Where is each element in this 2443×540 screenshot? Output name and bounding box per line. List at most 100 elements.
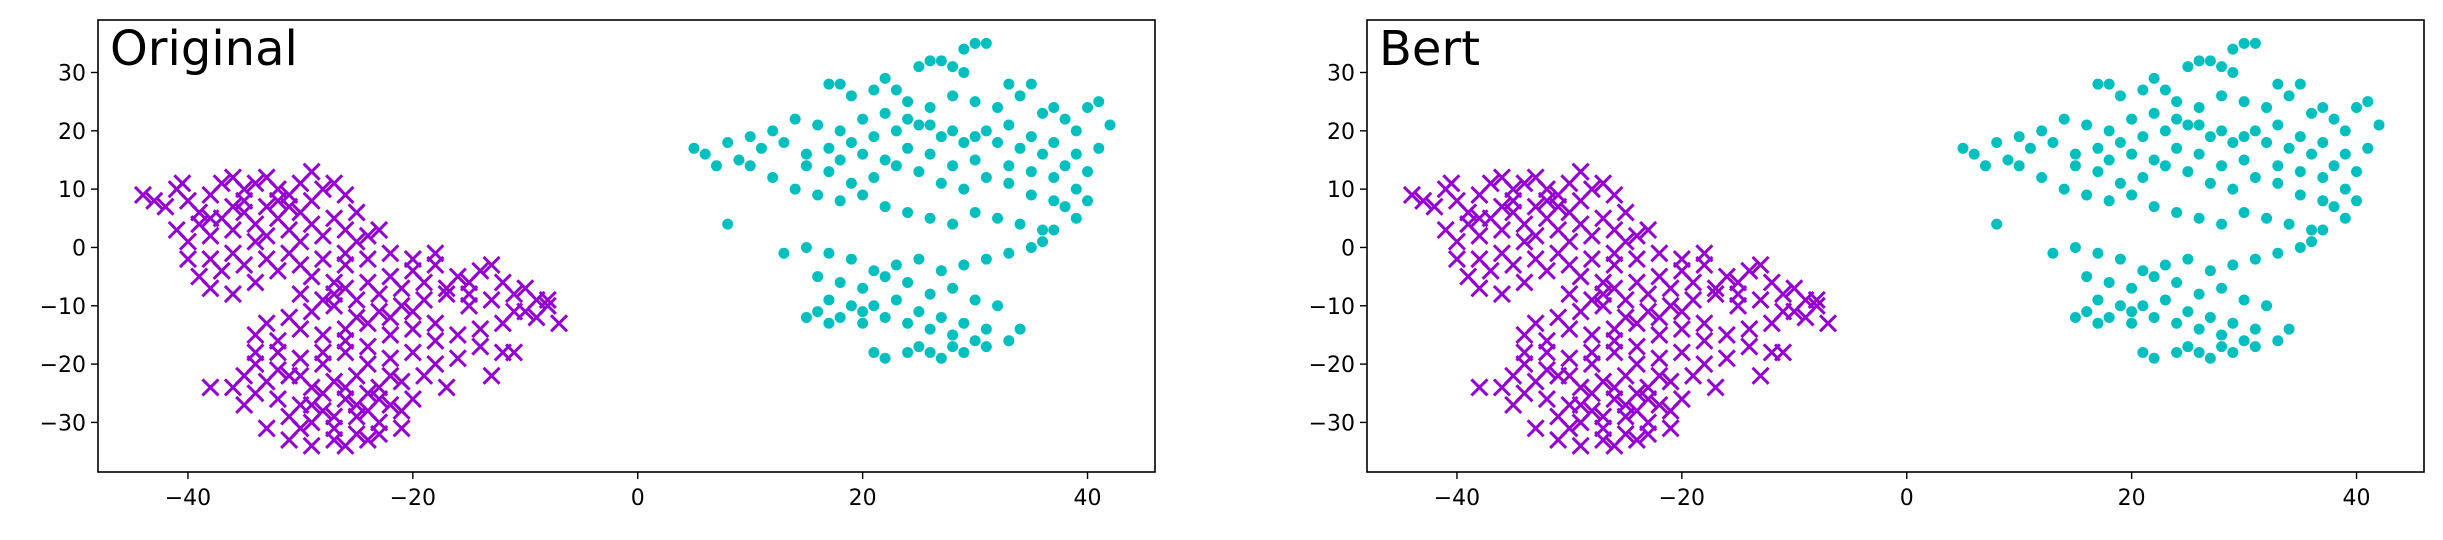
x-marker-point [1442, 174, 1461, 193]
x-marker-point [358, 250, 377, 269]
x-marker-point [302, 413, 321, 432]
x-marker-point [246, 343, 265, 362]
x-marker-point [1492, 285, 1512, 304]
dot-marker-point [2283, 90, 2295, 102]
dot-marker-point [2126, 282, 2138, 294]
dot-marker-point [1003, 177, 1015, 189]
dot-marker-point [969, 206, 981, 218]
dot-marker-point [947, 341, 959, 353]
x-marker-point [504, 285, 524, 304]
dot-marker-point [2294, 131, 2306, 143]
dot-marker-point [902, 206, 914, 218]
x-marker-point [1492, 220, 1512, 240]
x-tick-label: 40 [2343, 486, 2371, 511]
dot-marker-point [2204, 131, 2216, 143]
x-marker-point [1537, 343, 1556, 362]
dot-marker-point [2227, 136, 2239, 148]
dot-marker-point [857, 306, 869, 318]
dot-marker-point [857, 113, 869, 125]
dot-marker-point [868, 265, 880, 277]
dot-marker-point [902, 142, 914, 154]
dot-marker-point [902, 276, 914, 288]
x-marker-point [291, 320, 310, 339]
dot-marker-point [2081, 189, 2093, 201]
y-tick-label: 10 [1327, 178, 1355, 203]
dot-marker-point [2306, 148, 2318, 160]
x-marker-point [358, 226, 377, 245]
y-tick-label: −10 [1309, 295, 1355, 320]
x-marker-point [178, 250, 198, 269]
x-marker-point [336, 331, 355, 350]
dot-marker-point [2092, 247, 2104, 259]
dot-marker-point [2227, 259, 2239, 271]
y-tick-label: 20 [58, 120, 86, 145]
x-marker-point [1504, 395, 1523, 414]
dot-marker-point [879, 154, 891, 166]
x-marker-point [1751, 366, 1770, 385]
x-marker-point [1571, 267, 1590, 286]
dot-marker-point [2069, 241, 2081, 253]
x-marker-point [1571, 162, 1590, 181]
dot-marker-point [2103, 311, 2115, 323]
y-tick-label: 30 [1327, 61, 1355, 86]
dot-marker-point [2193, 288, 2205, 300]
x-marker-point [381, 395, 400, 414]
x-marker-point [482, 290, 501, 310]
dot-marker-point [2148, 107, 2160, 119]
dot-marker-point [1025, 78, 1037, 90]
x-marker-point [1470, 209, 1489, 228]
dot-marker-point [2294, 78, 2306, 90]
dot-marker-point [2261, 101, 2273, 113]
y-tick-label: 20 [1327, 120, 1355, 145]
dot-marker-point [879, 311, 891, 323]
x-marker-point [291, 366, 310, 385]
dot-marker-point [958, 183, 970, 195]
x-marker-point [1650, 244, 1669, 263]
dot-marker-point [902, 96, 914, 108]
dot-marker-point [744, 160, 756, 172]
dot-marker-point [2351, 101, 2363, 113]
dot-marker-point [2216, 218, 2228, 230]
x-marker-point [1571, 436, 1590, 455]
x-marker-point [223, 378, 242, 397]
x-marker-point [1616, 232, 1635, 251]
dot-marker-point [992, 136, 1004, 148]
x-marker-point [173, 174, 192, 193]
x-marker-point [1605, 436, 1624, 455]
x-marker-point [1526, 226, 1545, 245]
dot-marker-point [1025, 131, 1037, 143]
x-marker-point [538, 290, 557, 310]
dot-marker-point [1025, 241, 1037, 253]
dot-marker-point [823, 294, 835, 306]
dot-marker-point [2148, 72, 2160, 84]
dot-marker-point [699, 148, 711, 160]
x-marker-point [223, 220, 242, 240]
dot-marker-point [2227, 43, 2239, 55]
dot-marker-point [2272, 335, 2284, 347]
dot-marker-point [980, 253, 992, 265]
x-marker-point [1807, 290, 1826, 310]
dot-marker-point [2238, 37, 2250, 49]
dot-marker-point [2249, 323, 2261, 335]
x-marker-point [201, 279, 220, 298]
dot-marker-point [913, 61, 925, 73]
dot-marker-point [2159, 125, 2171, 137]
x-marker-point [291, 285, 310, 304]
dot-marker-point [2306, 107, 2318, 119]
x-marker-point [347, 395, 366, 414]
x-marker-point [212, 261, 231, 280]
dot-marker-point [913, 119, 925, 131]
dot-marker-point [767, 125, 779, 137]
x-marker-point [471, 320, 490, 339]
dot-marker-point [2339, 212, 2351, 224]
dot-marker-point [980, 171, 992, 183]
x-marker-point [1560, 366, 1579, 385]
dot-marker-point [969, 96, 981, 108]
dot-marker-point [1003, 119, 1015, 131]
dot-marker-point [958, 66, 970, 78]
x-marker-point [201, 209, 220, 228]
dot-marker-point [992, 212, 1004, 224]
x-marker-point [437, 378, 456, 397]
x-marker-point [1470, 226, 1489, 245]
